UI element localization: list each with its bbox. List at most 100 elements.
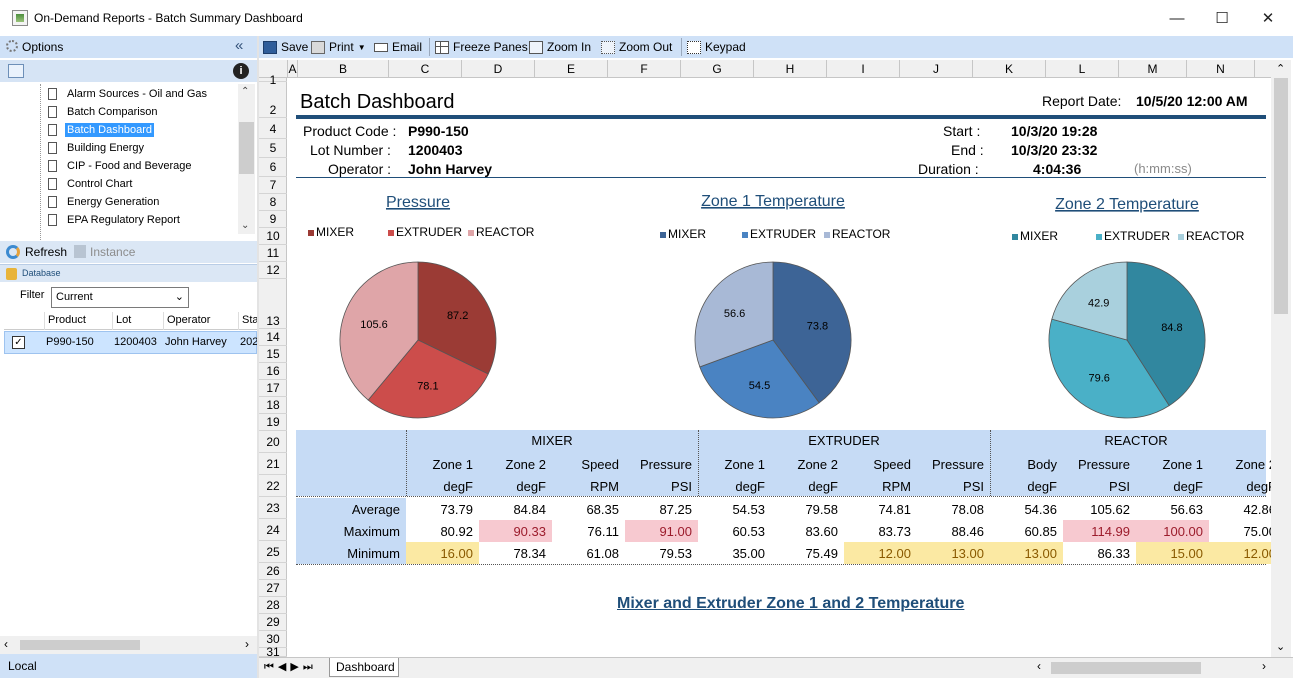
scroll-right-icon[interactable]: ›: [245, 637, 249, 651]
row-header[interactable]: 20: [259, 431, 287, 453]
tab-dashboard[interactable]: Dashboard: [329, 658, 399, 677]
column-header[interactable]: N: [1187, 60, 1255, 78]
row-header[interactable]: 6: [259, 158, 287, 177]
table-cell[interactable]: 54.36: [1024, 501, 1057, 517]
column-header[interactable]: J: [900, 60, 973, 78]
left-hscrollbar[interactable]: ‹ ›: [0, 636, 257, 654]
row-checkbox[interactable]: ✓: [12, 336, 25, 349]
print-button[interactable]: Print ▼: [311, 39, 366, 55]
splitter[interactable]: [257, 36, 259, 678]
scroll-down-icon[interactable]: ⌄: [1276, 641, 1286, 653]
instance-button[interactable]: Instance: [90, 245, 136, 259]
column-header[interactable]: E: [535, 60, 608, 78]
scroll-down-icon[interactable]: ⌄: [241, 220, 250, 231]
row-header[interactable]: 15: [259, 346, 287, 363]
minimize-button[interactable]: —: [1169, 9, 1185, 27]
row-header[interactable]: 28: [259, 597, 287, 614]
row-header[interactable]: 12: [259, 262, 287, 279]
table-cell[interactable]: 78.34: [513, 545, 546, 561]
table-cell[interactable]: 61.08: [586, 545, 619, 561]
close-button[interactable]: ✕: [1261, 10, 1275, 27]
table-cell[interactable]: 83.73: [878, 523, 911, 539]
table-cell[interactable]: 78.08: [951, 501, 984, 517]
row-header[interactable]: 16: [259, 363, 287, 380]
table-cell[interactable]: 42.86: [1243, 501, 1271, 517]
scroll-right-icon[interactable]: ›: [1262, 659, 1266, 673]
row-header[interactable]: 30: [259, 631, 287, 648]
scroll-thumb[interactable]: [20, 640, 140, 650]
tree-item[interactable]: Batch Dashboard: [48, 121, 154, 139]
grid-column-header[interactable]: Sta: [242, 314, 259, 326]
column-header[interactable]: H: [754, 60, 827, 78]
row-header[interactable]: 7: [259, 177, 287, 194]
row-header[interactable]: 24: [259, 519, 287, 541]
table-cell[interactable]: 75.49: [805, 545, 838, 561]
row-header[interactable]: 19: [259, 414, 287, 431]
table-cell[interactable]: 105.62: [1090, 501, 1130, 517]
table-cell[interactable]: 73.79: [440, 501, 473, 517]
collapse-panel-icon[interactable]: «: [235, 37, 244, 54]
table-cell[interactable]: 100.00: [1136, 520, 1209, 542]
table-cell[interactable]: 54.53: [732, 501, 765, 517]
table-cell[interactable]: 90.33: [479, 520, 552, 542]
row-header[interactable]: 25: [259, 541, 287, 563]
hscroll-thumb[interactable]: [1051, 662, 1201, 674]
row-header[interactable]: 11: [259, 245, 287, 262]
table-cell[interactable]: 84.84: [513, 501, 546, 517]
table-cell[interactable]: 75.00: [1243, 523, 1271, 539]
row-header[interactable]: 14: [259, 329, 287, 346]
table-cell[interactable]: 86.33: [1097, 545, 1130, 561]
tree-scrollbar[interactable]: ⌃ ⌄: [238, 84, 255, 234]
table-cell[interactable]: 13.00: [990, 542, 1063, 564]
row-header[interactable]: 9: [259, 211, 287, 228]
row-header[interactable]: 5: [259, 139, 287, 158]
save-button[interactable]: Save: [263, 39, 308, 55]
options-bar[interactable]: Options «: [0, 36, 257, 58]
tree-item[interactable]: CIP - Food and Beverage: [48, 157, 194, 175]
row-header[interactable]: 8: [259, 194, 287, 211]
table-cell[interactable]: 13.00: [917, 542, 990, 564]
row-header[interactable]: 1: [259, 73, 287, 87]
row-header[interactable]: 22: [259, 475, 287, 497]
column-header[interactable]: L: [1046, 60, 1119, 78]
table-cell[interactable]: 88.46: [951, 523, 984, 539]
table-cell[interactable]: 12.00: [844, 542, 917, 564]
tree-item[interactable]: Alarm Sources - Oil and Gas: [48, 85, 209, 103]
tree-item[interactable]: Control Chart: [48, 175, 134, 193]
batch-grid-row[interactable]: ✓ P990-150 1200403 John Harvey 202: [4, 331, 257, 354]
grid-column-header[interactable]: Operator: [167, 314, 211, 326]
table-cell[interactable]: 74.81: [878, 501, 911, 517]
email-button[interactable]: Email: [374, 39, 422, 55]
table-cell[interactable]: 68.35: [586, 501, 619, 517]
row-header[interactable]: 10: [259, 228, 287, 245]
column-header[interactable]: A: [288, 60, 298, 78]
tree-item[interactable]: Energy Generation: [48, 193, 161, 211]
column-header[interactable]: I: [827, 60, 900, 78]
sheet-vscrollbar[interactable]: ⌃ ⌄: [1271, 60, 1291, 657]
keypad-button[interactable]: Keypad: [687, 39, 746, 55]
table-cell[interactable]: 79.53: [659, 545, 692, 561]
table-cell[interactable]: 114.99: [1063, 520, 1136, 542]
zoom-in-button[interactable]: Zoom In: [529, 39, 591, 55]
table-cell[interactable]: 76.11: [587, 523, 619, 539]
filter-select[interactable]: Current ⌄: [51, 287, 189, 308]
row-header[interactable]: 27: [259, 580, 287, 597]
tree-item[interactable]: Building Energy: [48, 139, 146, 157]
row-header[interactable]: 17: [259, 380, 287, 397]
column-header[interactable]: B: [298, 60, 389, 78]
column-header[interactable]: D: [462, 60, 535, 78]
grid-column-header[interactable]: Product: [48, 314, 86, 326]
column-header[interactable]: C: [389, 60, 462, 78]
table-cell[interactable]: 91.00: [625, 520, 698, 542]
tree-item[interactable]: EPA Regulatory Report: [48, 211, 182, 229]
row-header[interactable]: 4: [259, 120, 287, 139]
row-header[interactable]: 29: [259, 614, 287, 631]
row-header[interactable]: 13: [259, 279, 287, 329]
column-header[interactable]: M: [1119, 60, 1187, 78]
scroll-up-icon[interactable]: ⌃: [1276, 63, 1286, 75]
maximize-button[interactable]: ☐: [1215, 10, 1229, 27]
table-cell[interactable]: 16.00: [406, 542, 479, 564]
scroll-thumb[interactable]: [1274, 78, 1288, 314]
corner-cell[interactable]: [259, 60, 288, 78]
grid-column-header[interactable]: Lot: [116, 314, 132, 326]
